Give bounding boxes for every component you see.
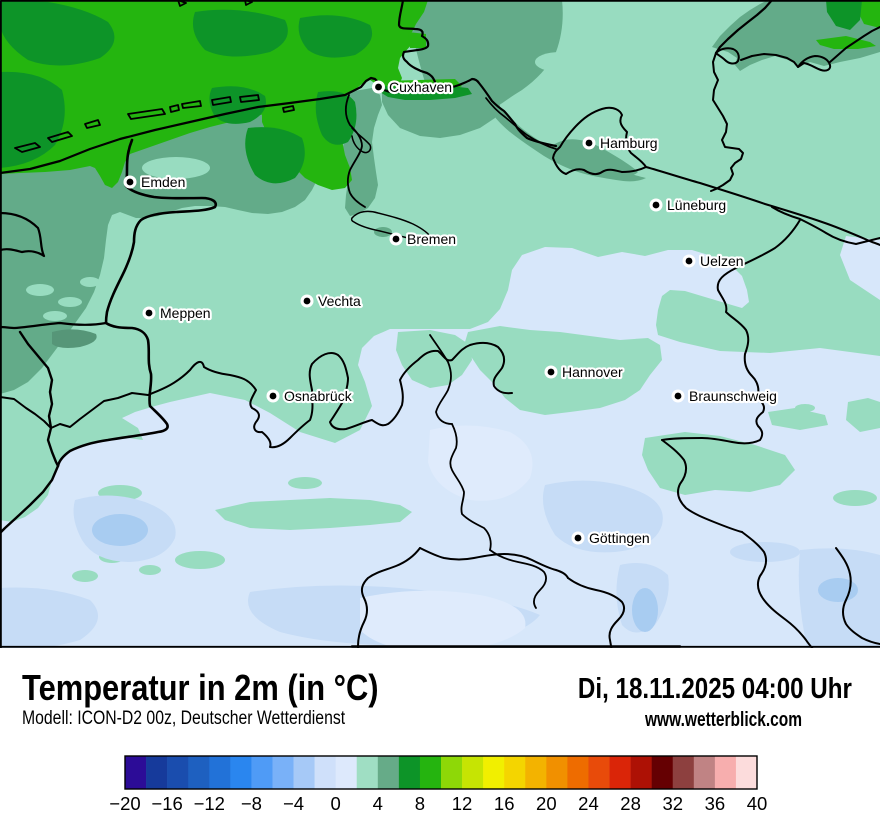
svg-text:Hamburg: Hamburg [600,135,658,151]
svg-text:Braunschweig: Braunschweig [689,388,777,404]
svg-text:−4: −4 [283,793,304,814]
svg-text:36: 36 [705,793,726,814]
svg-text:Meppen: Meppen [160,305,211,321]
svg-text:Göttingen: Göttingen [589,530,650,546]
svg-text:Bremen: Bremen [407,231,456,247]
svg-text:−12: −12 [194,793,225,814]
svg-text:24: 24 [578,793,599,814]
svg-text:Uelzen: Uelzen [700,253,744,269]
svg-text:−16: −16 [151,793,182,814]
svg-text:−8: −8 [241,793,262,814]
svg-text:16: 16 [494,793,515,814]
svg-text:40: 40 [747,793,768,814]
svg-text:Hannover: Hannover [562,364,623,380]
svg-text:8: 8 [415,793,425,814]
svg-text:0: 0 [331,793,341,814]
svg-text:Cuxhaven: Cuxhaven [389,79,452,95]
svg-text:Lüneburg: Lüneburg [667,197,726,213]
svg-text:Vechta: Vechta [318,293,361,309]
svg-text:12: 12 [452,793,473,814]
svg-text:Osnabrück: Osnabrück [284,388,353,404]
svg-text:32: 32 [662,793,683,814]
svg-text:20: 20 [536,793,557,814]
svg-text:28: 28 [620,793,641,814]
svg-text:4: 4 [373,793,383,814]
svg-text:−20: −20 [109,793,140,814]
svg-text:Emden: Emden [141,174,185,190]
